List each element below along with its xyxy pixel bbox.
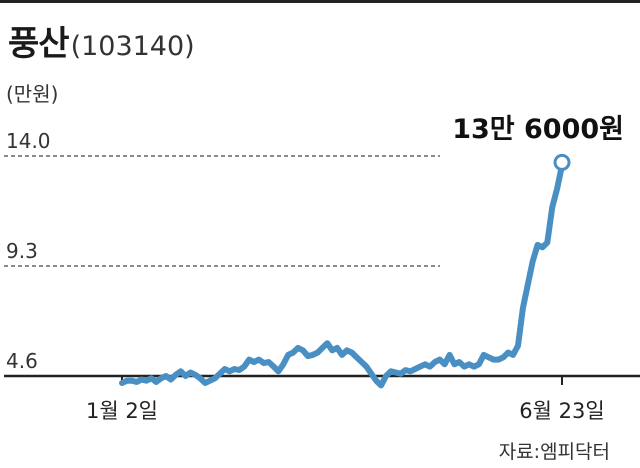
y-unit-label: (만원) bbox=[6, 82, 59, 106]
last-value-annotation: 13만 6000원 bbox=[452, 114, 624, 145]
source-label: 자료:엠피닥터 bbox=[498, 441, 610, 463]
series-line bbox=[119, 162, 565, 389]
title-stock-code: (103140) bbox=[70, 31, 195, 62]
chart-title: 풍산(103140) bbox=[8, 16, 195, 65]
title-stock-name: 풍산 bbox=[8, 24, 70, 64]
top-rule bbox=[0, 0, 640, 3]
x-tick-label: 6월 23일 bbox=[519, 399, 604, 423]
end-point-marker bbox=[553, 153, 571, 171]
y-tick-label: 9.3 bbox=[6, 239, 38, 263]
x-tick-label: 1월 2일 bbox=[86, 399, 158, 423]
y-tick-label: 4.6 bbox=[6, 349, 38, 373]
y-tick-label: 14.0 bbox=[6, 129, 51, 153]
